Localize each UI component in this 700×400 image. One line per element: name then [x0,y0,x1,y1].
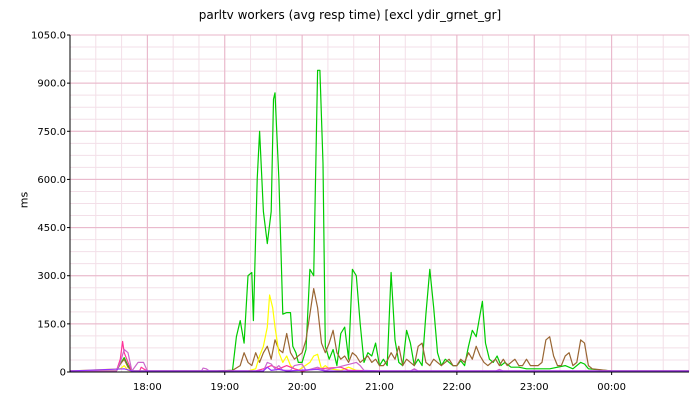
series-line-6 [69,366,689,372]
y-tick-label: 600.0 [37,175,66,186]
x-tick-label: 21:00 [365,382,394,393]
y-tick-label: 0 [60,368,66,379]
x-tick-label: 18:00 [133,382,162,393]
y-tick-label: 450.0 [37,223,66,234]
tick-labels: 0 150.0 300.0 450.0 600.0 750.0 900.0 1050.0 18:… [31,31,626,394]
series-line-2 [70,288,689,372]
series-lines [69,69,689,372]
y-tick-label: 150.0 [37,319,66,330]
axes [67,34,689,375]
x-tick-label: 19:00 [210,382,239,393]
series-line-1 [70,69,689,372]
x-tick-label: 22:00 [442,382,471,393]
x-tick-label: 23:00 [520,382,549,393]
y-tick-label: 300.0 [37,271,66,282]
y-tick-label: 1050.0 [31,31,66,42]
chart-title: parltv workers (avg resp time) [excl ydi… [198,8,502,22]
y-tick-label: 900.0 [37,79,66,90]
x-tick-label: 00:00 [597,382,626,393]
y-tick-label: 750.0 [37,127,66,138]
grid-lines [69,34,690,373]
x-tick-label: 20:00 [288,382,317,393]
